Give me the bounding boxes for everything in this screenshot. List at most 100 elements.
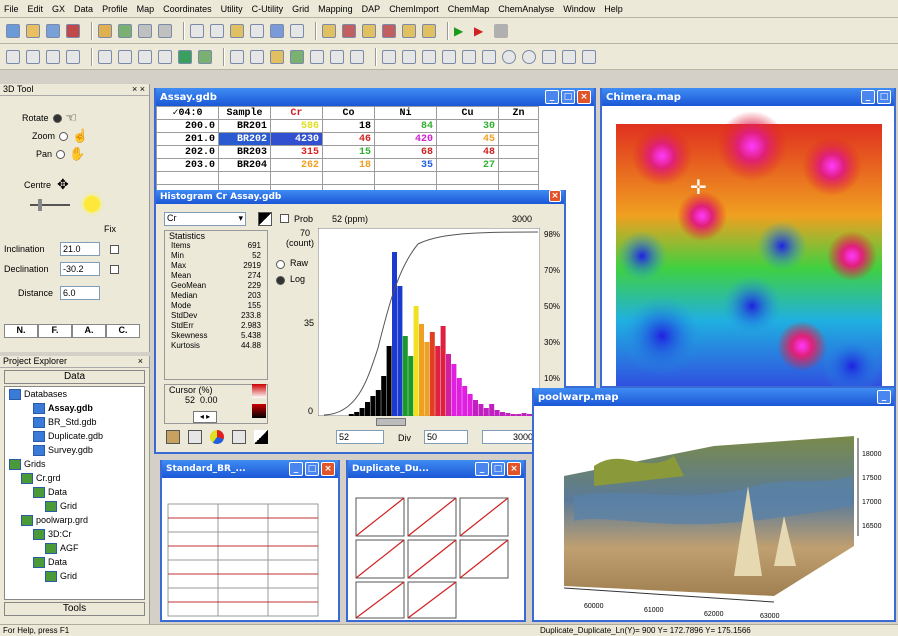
link-icon[interactable] — [250, 23, 264, 38]
chem-import-icon[interactable] — [362, 23, 376, 38]
close-button[interactable]: × — [321, 462, 335, 476]
table-cell[interactable] — [498, 132, 539, 146]
table-cell[interactable]: BR202 — [218, 132, 271, 146]
table-cell[interactable] — [436, 171, 499, 185]
cut-icon[interactable] — [190, 23, 204, 38]
database-icon[interactable] — [46, 23, 60, 38]
table-row[interactable]: 203.0 BR204 262 18 35 27 — [156, 158, 539, 172]
record-icon[interactable]: ▶ — [474, 23, 484, 38]
menu-item-c-utility[interactable]: C-Utility — [251, 3, 284, 14]
table-cell[interactable] — [498, 158, 539, 172]
table-icon[interactable] — [232, 430, 246, 444]
menu-item-mapping[interactable]: Mapping — [318, 3, 353, 14]
tree-item[interactable]: Grid — [9, 569, 144, 583]
maximize-button[interactable]: □ — [491, 462, 505, 476]
column-header[interactable]: Co — [322, 106, 375, 120]
map-icon[interactable] — [98, 23, 112, 38]
max-field[interactable] — [482, 430, 534, 444]
table-cell[interactable]: 202.0 — [156, 145, 219, 159]
fit-icon[interactable] — [158, 49, 172, 64]
copy-icon[interactable] — [210, 23, 224, 38]
minimize-button[interactable]: _ — [545, 90, 559, 104]
table-cell[interactable]: 46 — [322, 132, 375, 146]
table-cell[interactable]: BR203 — [218, 145, 271, 159]
menu-item-map[interactable]: Map — [136, 3, 155, 14]
table-cell[interactable] — [218, 171, 271, 185]
open-icon[interactable] — [26, 23, 40, 38]
column-header[interactable]: Cu — [436, 106, 499, 120]
tree-item[interactable]: Duplicate.gdb — [9, 429, 144, 443]
chem-stats-icon[interactable] — [422, 23, 436, 38]
pan-icon[interactable] — [46, 49, 60, 64]
chart-icon[interactable] — [166, 430, 180, 444]
table-cell[interactable]: 201.0 — [156, 132, 219, 146]
minimize-button[interactable]: _ — [475, 462, 489, 476]
rectangle-icon[interactable] — [462, 49, 476, 64]
scale-icon[interactable] — [290, 49, 304, 64]
cursor-color2-icon[interactable] — [252, 404, 266, 418]
maximize-button[interactable]: □ — [561, 90, 575, 104]
help-icon[interactable] — [290, 23, 304, 38]
pan-radio[interactable] — [56, 149, 66, 159]
text-icon[interactable] — [542, 49, 556, 64]
slider-thumb[interactable] — [38, 199, 42, 211]
palette-icon[interactable] — [210, 430, 224, 444]
line-icon[interactable] — [422, 49, 436, 64]
chem-analyse-icon[interactable] — [382, 23, 396, 38]
tree-item[interactable]: Data — [9, 555, 144, 569]
range-slider[interactable] — [336, 418, 516, 426]
table-cell[interactable] — [270, 171, 323, 185]
layer-icon[interactable] — [198, 49, 212, 64]
table-cell[interactable]: 35 — [374, 158, 437, 172]
tree-item[interactable]: AGF — [9, 541, 144, 555]
table-cell[interactable]: BR204 — [218, 158, 271, 172]
table-cell[interactable]: 586 — [270, 119, 323, 133]
group-icon[interactable] — [250, 49, 264, 64]
menu-item-data[interactable]: Data — [74, 3, 94, 14]
zoom-in-icon[interactable] — [118, 49, 132, 64]
close-icon[interactable]: × × — [131, 84, 145, 94]
tool-tab-3[interactable]: C. — [106, 324, 140, 338]
chem-icon[interactable] — [322, 23, 336, 38]
menu-item-chemanalyse[interactable]: ChemAnalyse — [498, 3, 555, 14]
pointer-icon[interactable] — [382, 49, 396, 64]
symbol-icon[interactable] — [562, 49, 576, 64]
redo-icon[interactable] — [158, 23, 172, 38]
div-field[interactable] — [424, 430, 468, 444]
tree-item[interactable]: Cr.grd — [9, 471, 144, 485]
rotate-icon[interactable] — [98, 49, 112, 64]
table-row[interactable]: 202.0 BR203 315 15 68 48 — [156, 145, 539, 159]
tree-item[interactable]: Data — [9, 485, 144, 499]
cursor-spinner[interactable]: ◂ ▸ — [193, 411, 217, 423]
table-cell[interactable]: 315 — [270, 145, 323, 159]
menu-item-chemimport[interactable]: ChemImport — [389, 3, 439, 14]
close-icon[interactable]: × — [137, 356, 143, 366]
table-cell[interactable] — [156, 171, 219, 185]
column-header[interactable]: Sample — [218, 106, 271, 120]
table-cell[interactable]: BR201 — [218, 119, 271, 133]
table-cell[interactable]: 30 — [436, 119, 499, 133]
minimize-button[interactable]: _ — [877, 390, 891, 404]
histogram-chart[interactable] — [318, 228, 540, 416]
table-cell[interactable]: 4230 — [270, 132, 323, 146]
refresh-icon[interactable] — [138, 23, 152, 38]
menu-item-file[interactable]: File — [4, 3, 19, 14]
inclination-field[interactable] — [60, 242, 100, 256]
view-icon[interactable] — [26, 49, 40, 64]
table-cell[interactable]: 200.0 — [156, 119, 219, 133]
table-cell[interactable]: 203.0 — [156, 158, 219, 172]
edit-icon[interactable] — [402, 49, 416, 64]
declination-field[interactable] — [60, 262, 100, 276]
table-cell[interactable]: 18 — [322, 119, 375, 133]
min-field[interactable] — [336, 430, 384, 444]
table-cell[interactable]: 15 — [322, 145, 375, 159]
minimize-button[interactable]: _ — [289, 462, 303, 476]
menu-item-dap[interactable]: DAP — [361, 3, 381, 14]
column-header[interactable]: Zn — [498, 106, 539, 120]
distance-slider[interactable] — [30, 204, 70, 206]
ramp-icon[interactable] — [254, 430, 268, 444]
tree-item[interactable]: poolwarp.grd — [9, 513, 144, 527]
polygon-icon[interactable] — [482, 49, 496, 64]
image-icon[interactable] — [118, 23, 132, 38]
chem-plot-icon[interactable] — [402, 23, 416, 38]
